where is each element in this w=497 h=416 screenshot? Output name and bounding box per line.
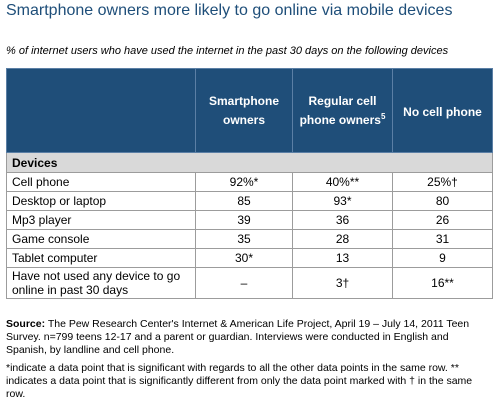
table-cell: 3† [292,267,393,299]
column-header-regular-cell: Regular cell phone owners5 [292,68,393,153]
table-header-row: Smartphone owners Regular cell phone own… [6,68,493,153]
table-row: Cell phone 92%* 40%** 25%† [6,172,493,192]
table-cell: 28 [292,229,393,249]
header-blank-cell [6,68,196,153]
table-cell: 36 [292,210,393,230]
row-label: Have not used any device to go online in… [6,267,196,299]
footnote: *indicate a data point that is significa… [6,362,473,400]
row-label: Tablet computer [6,248,196,268]
data-table: Smartphone owners Regular cell phone own… [6,68,493,299]
table-row: Tablet computer 30* 13 9 [6,248,493,268]
row-label: Cell phone [6,172,196,192]
table-cell: 26 [392,210,493,230]
table-cell: 39 [195,210,293,230]
row-label: Desktop or laptop [6,191,196,211]
source-label: Source: [6,318,46,330]
table-cell: 85 [195,191,293,211]
table-row: Mp3 player 39 36 26 [6,210,493,230]
row-label: Game console [6,229,196,249]
table-cell: 13 [292,248,393,268]
table-row: Game console 35 28 31 [6,229,493,249]
table-cell: 80 [392,191,493,211]
table-row: Desktop or laptop 85 93* 80 [6,191,493,211]
row-label: Mp3 player [6,210,196,230]
table-cell: 31 [392,229,493,249]
table-cell: 92%* [195,172,293,192]
table-cell: 93* [292,191,393,211]
chart-title: Smartphone owners more likely to go onli… [6,2,453,19]
table-cell: 40%** [292,172,393,192]
table-cell: 35 [195,229,293,249]
chart-subtitle: % of internet users who have used the in… [6,45,449,57]
table-cell: – [195,267,293,299]
column-header-no-cell: No cell phone [392,68,493,153]
table-row: Have not used any device to go online in… [6,267,493,299]
source-text: The Pew Research Center's Internet & Ame… [6,318,470,356]
table-cell: 25%† [392,172,493,192]
column-header-smartphone: Smartphone owners [195,68,293,153]
table-cell: 16** [392,267,493,299]
section-label: Devices [6,152,493,173]
source-note: Source: The Pew Research Center's Intern… [6,318,492,357]
table-cell: 9 [392,248,493,268]
table-cell: 30* [195,248,293,268]
section-row: Devices [6,152,493,173]
